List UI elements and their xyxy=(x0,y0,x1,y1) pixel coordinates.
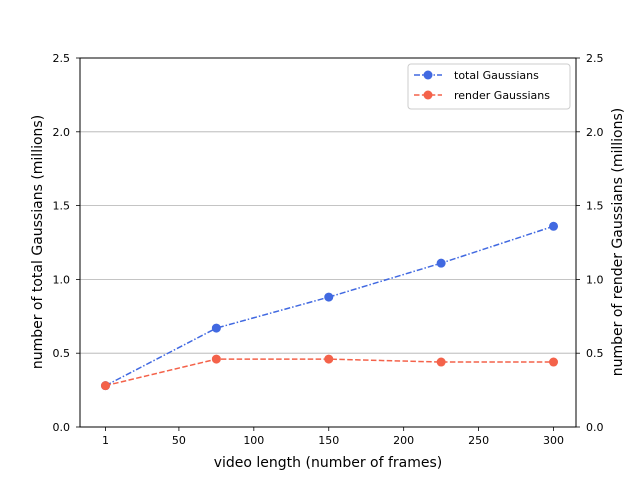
y-axis-left-label: number of total Gaussians (millions) xyxy=(30,115,46,369)
legend: total Gaussians render Gaussians xyxy=(407,63,571,110)
series-0-point xyxy=(436,258,446,268)
y-left-tick-label: 2.0 xyxy=(53,126,71,139)
x-tick-label: 100 xyxy=(243,434,264,447)
y-left-tick-label: 0.0 xyxy=(53,421,71,434)
legend-label-render: render Gaussians xyxy=(454,89,550,102)
x-tick-label: 150 xyxy=(318,434,339,447)
legend-box xyxy=(407,63,571,110)
x-tick-label: 300 xyxy=(543,434,564,447)
y-right-tick-label: 0.0 xyxy=(586,421,604,434)
x-axis-label: video length (number of frames) xyxy=(214,455,443,471)
y-right-tick-label: 2.5 xyxy=(586,52,604,65)
y-right-tick-label: 1.0 xyxy=(586,273,604,286)
y-axis-right-label: number of render Gaussians (millions) xyxy=(610,108,626,377)
series-group xyxy=(100,221,559,391)
series-0-point xyxy=(549,221,559,231)
y-left-tick-label: 2.5 xyxy=(53,52,71,65)
x-tick-label: 1 xyxy=(102,434,109,447)
y-left-tick-label: 1.0 xyxy=(53,273,71,286)
legend-marker-total xyxy=(423,70,433,80)
x-tick-label: 250 xyxy=(468,434,489,447)
y-axis-right-ticks: 0.0 0.5 1.0 1.5 2.0 2.5 xyxy=(576,52,604,434)
y-right-tick-label: 0.5 xyxy=(586,347,604,360)
plot-frame xyxy=(79,57,577,428)
x-tick-label: 200 xyxy=(393,434,414,447)
y-right-tick-label: 2.0 xyxy=(586,126,604,139)
grid-lines xyxy=(80,131,576,354)
x-tick-label: 50 xyxy=(172,434,186,447)
series-1-point xyxy=(436,357,446,367)
series-0-point xyxy=(211,323,221,333)
y-right-tick-label: 1.5 xyxy=(586,200,604,213)
series-0-point xyxy=(324,292,334,302)
y-axis-left-ticks: 0.0 0.5 1.0 1.5 2.0 2.5 xyxy=(53,52,80,434)
series-1-point xyxy=(211,354,221,364)
y-left-tick-label: 1.5 xyxy=(53,200,71,213)
x-axis-ticks: 1 50 100 150 200 250 300 xyxy=(102,427,564,447)
legend-marker-render xyxy=(423,90,433,100)
y-left-tick-label: 0.5 xyxy=(53,347,71,360)
series-1-point xyxy=(324,354,334,364)
series-1-point xyxy=(100,381,110,391)
series-1-point xyxy=(549,357,559,367)
plot-area xyxy=(80,58,576,427)
legend-label-total: total Gaussians xyxy=(454,69,539,82)
